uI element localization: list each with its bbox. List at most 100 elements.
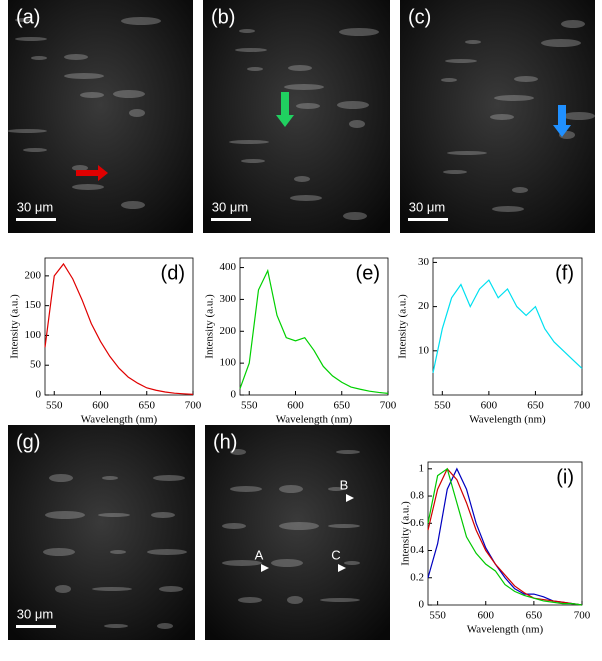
y-tick-label: 0 [231,389,237,401]
tissue-feature [239,29,255,33]
tissue-feature [336,450,360,454]
x-tick-label: 650 [139,400,156,412]
tissue-feature [80,92,104,98]
tissue-feature [271,559,303,567]
plot-frame [239,257,389,396]
tissue-feature [296,103,320,109]
marker-arrow [338,564,346,572]
plot-frame [427,461,583,606]
tissue-feature [294,176,310,182]
spectrum-line [427,467,583,606]
tissue-feature [465,40,481,44]
y-tick-label: 10 [418,344,430,356]
y-tick-label: 300 [220,293,237,305]
x-axis-label: Wavelength (nm) [467,624,544,636]
x-axis-label: Wavelength (nm) [81,414,158,426]
tissue-feature [15,18,31,22]
y-tick-label: 30 [418,256,430,268]
tissue-feature [23,148,47,152]
y-tick-label: 0.8 [410,490,424,502]
panel-label: (e) [356,262,380,284]
y-axis-label: Intensity (a.u.) [400,501,412,566]
tissue-feature [113,90,145,98]
y-axis-label: Intensity (a.u.) [9,294,21,359]
tissue-feature [98,513,130,517]
x-tick-label: 700 [380,400,397,412]
tissue-feature [320,598,360,602]
x-tick-label: 700 [185,400,202,412]
y-tick-label: 20 [418,300,430,312]
x-axis-label: Wavelength (nm) [469,414,546,426]
tissue-feature [110,550,126,554]
y-axis-label: Intensity (a.u.) [204,294,216,359]
tissue-feature [235,48,267,52]
tissue-feature [284,84,324,90]
tissue-feature [541,39,581,47]
tissue-feature [339,28,379,36]
y-tick-label: 0.6 [410,517,424,529]
marker-label: B [340,477,349,492]
tissue-feature [447,151,487,155]
x-tick-label: 700 [574,400,591,412]
scale-bar-label: 30 μm [409,199,445,214]
micrograph [203,0,390,233]
spectrum-line [432,279,583,374]
plot-frame [44,257,194,396]
scale-bar [16,625,56,628]
tissue-feature [121,17,161,25]
scale-bar-label: 30 μm [212,199,248,214]
tissue-feature [222,560,262,566]
x-tick-label: 600 [478,610,495,622]
tissue-feature [337,101,369,109]
tissue-feature [64,73,104,79]
x-tick-label: 550 [241,400,258,412]
tissue-feature [153,475,185,481]
panel-label: (g) [16,431,40,453]
panel-label: (b) [211,6,235,28]
tissue-feature [55,585,71,593]
tissue-feature [287,596,303,604]
y-axis-label: Intensity (a.u.) [397,294,409,359]
tissue-feature [494,95,534,101]
panel-label: (h) [213,431,237,453]
tissue-feature [349,120,365,128]
tissue-feature [230,449,246,455]
x-tick-label: 650 [334,400,351,412]
x-tick-label: 650 [527,400,544,412]
scale-bar [16,218,56,221]
tissue-feature [328,524,360,528]
tissue-feature [157,623,173,629]
x-tick-label: 550 [46,400,63,412]
x-tick-label: 550 [429,610,446,622]
x-tick-label: 600 [287,400,304,412]
tissue-feature [279,485,303,493]
micrograph [8,425,195,640]
tissue-feature [445,59,477,63]
panel-label: (d) [161,262,185,284]
marker-arrow [261,564,269,572]
y-tick-label: 200 [220,325,237,337]
y-tick-label: 150 [25,299,42,311]
x-tick-label: 650 [526,610,543,622]
tissue-feature [290,195,322,201]
tissue-feature [43,548,75,556]
tissue-feature [490,114,514,120]
marker-label: A [255,547,264,562]
scale-bar-label: 30 μm [17,606,53,621]
y-tick-label: 100 [25,329,42,341]
x-tick-label: 600 [481,400,498,412]
tissue-feature [92,587,132,591]
tissue-feature [344,561,360,565]
tissue-feature [15,37,47,41]
tissue-feature [343,212,367,220]
tissue-feature [31,56,47,60]
micrograph [8,0,193,233]
tissue-feature [441,78,457,82]
tissue-feature [7,129,47,133]
y-tick-label: 0.4 [410,544,424,556]
tissue-feature [159,586,183,592]
spectrum-line [427,467,583,606]
scale-bar [211,218,251,221]
tissue-feature [102,476,118,480]
